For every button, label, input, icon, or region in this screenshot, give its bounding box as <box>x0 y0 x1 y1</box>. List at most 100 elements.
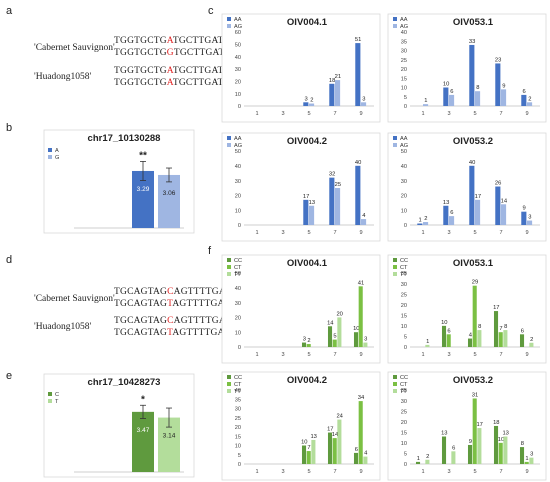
chart-frame <box>221 132 381 242</box>
data-label: 3.29 <box>137 186 150 193</box>
bar <box>493 311 499 347</box>
bar <box>477 428 482 464</box>
x-tick-label: 3 <box>447 230 450 236</box>
x-tick-label: 1 <box>255 352 258 358</box>
snp-base: A <box>166 78 173 88</box>
x-tick-label: 3 <box>447 111 450 117</box>
x-tick-label: 3 <box>281 230 284 236</box>
bar <box>303 102 309 106</box>
chart-frame <box>387 132 547 242</box>
chart-title: OIV004.1 <box>287 258 328 269</box>
y-tick-label: 5 <box>404 335 407 341</box>
data-label: 2 <box>424 216 427 222</box>
chart-title: chr17_10130288 <box>88 133 161 144</box>
legend-label: T <box>55 399 59 405</box>
x-tick-label: 7 <box>499 111 502 117</box>
y-tick-label: 50 <box>401 149 407 155</box>
y-tick-label: 10 <box>401 86 407 92</box>
y-tick-label: 0 <box>238 223 241 229</box>
sequence-line: TGGTGCTGGTGCTTGAT <box>114 48 225 58</box>
bar <box>337 317 342 347</box>
snp-base: C <box>167 316 174 326</box>
data-label: 34 <box>358 395 365 401</box>
data-label: 2 <box>426 454 429 460</box>
bar <box>495 186 501 225</box>
data-label: 3 <box>303 337 306 343</box>
x-tick-label: 7 <box>333 111 336 117</box>
legend-swatch <box>227 265 231 269</box>
y-tick-label: 40 <box>401 164 407 170</box>
bar <box>423 104 429 106</box>
data-label: 21 <box>335 74 341 80</box>
bar <box>335 80 341 106</box>
data-label: 14 <box>332 432 339 438</box>
x-tick-label: 1 <box>255 230 258 236</box>
legend-swatch <box>227 136 231 140</box>
data-label: 4 <box>364 451 368 457</box>
bar <box>521 94 527 106</box>
legend-swatch <box>48 155 52 159</box>
y-tick-label: 15 <box>401 76 407 82</box>
bar <box>521 211 527 225</box>
x-tick-label: 7 <box>499 352 502 358</box>
data-label: 17 <box>475 194 481 200</box>
panel-label-c: c <box>208 5 214 17</box>
y-tick-label: 60 <box>235 30 241 36</box>
chart-title: OIV053.2 <box>453 136 493 147</box>
bar <box>503 330 508 347</box>
sequence-line: TGCAGTAGTAGTTTTGA <box>114 299 225 309</box>
y-tick-label: 20 <box>401 303 407 309</box>
data-label: 40 <box>469 160 475 166</box>
x-tick-label: 1 <box>255 111 258 117</box>
legend-swatch <box>393 389 397 393</box>
data-label: 10 <box>441 320 447 326</box>
chart-title: OIV053.2 <box>453 375 493 386</box>
bar <box>498 332 503 347</box>
sequence-line: TGGTGCTGATGCTTGAT <box>114 36 224 46</box>
y-tick-label: 25 <box>401 292 407 298</box>
x-tick-label: 9 <box>525 111 528 117</box>
y-tick-label: 0 <box>238 345 241 351</box>
y-tick-label: 50 <box>235 149 241 155</box>
legend-label: AA <box>234 136 242 142</box>
y-tick-label: 35 <box>401 39 407 45</box>
bar <box>501 89 507 106</box>
x-tick-label: 9 <box>525 230 528 236</box>
data-label: 3.14 <box>163 433 176 440</box>
data-label: 3 <box>530 452 533 458</box>
data-label: 13 <box>441 431 447 437</box>
y-tick-label: 35 <box>235 397 241 403</box>
data-label: 6 <box>521 328 524 334</box>
y-tick-label: 10 <box>401 324 407 330</box>
data-label: 3 <box>528 215 531 221</box>
data-label: 6 <box>452 445 455 451</box>
x-tick-label: 5 <box>473 469 476 475</box>
legend-swatch <box>393 382 397 386</box>
data-label: 3 <box>305 96 308 102</box>
bar <box>361 102 367 106</box>
chart-frame <box>221 371 381 481</box>
data-label: 1 <box>424 98 427 104</box>
bar <box>449 216 455 225</box>
bar <box>493 425 499 464</box>
y-tick-label: 0 <box>404 223 407 229</box>
data-label: 31 <box>472 392 478 398</box>
snp-base: A <box>166 66 173 76</box>
data-label: 6 <box>523 89 526 95</box>
bar <box>329 83 335 106</box>
x-tick-label: 9 <box>359 230 362 236</box>
chart-title: OIV053.1 <box>453 258 494 269</box>
legend-label: G <box>55 155 59 161</box>
bar <box>446 334 451 347</box>
legend-swatch <box>227 375 231 379</box>
legend-swatch <box>227 143 231 147</box>
significance-marker: * <box>141 394 145 405</box>
y-tick-label: 20 <box>401 194 407 200</box>
data-label: 18 <box>329 78 335 84</box>
bar <box>495 63 501 106</box>
x-tick-label: 5 <box>473 230 476 236</box>
y-tick-label: 35 <box>401 388 407 394</box>
y-tick-label: 25 <box>235 416 241 422</box>
legend-swatch <box>393 136 397 140</box>
